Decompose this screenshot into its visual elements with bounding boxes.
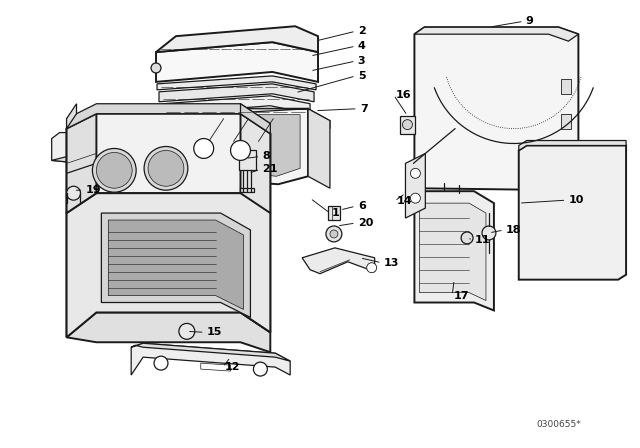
- Circle shape: [410, 193, 420, 203]
- Circle shape: [194, 138, 214, 159]
- Circle shape: [148, 151, 184, 186]
- Polygon shape: [302, 248, 374, 274]
- Polygon shape: [67, 114, 97, 213]
- Circle shape: [154, 356, 168, 370]
- Text: 16: 16: [396, 90, 411, 100]
- Polygon shape: [419, 203, 486, 301]
- Text: 17: 17: [454, 291, 470, 301]
- Polygon shape: [67, 312, 270, 352]
- Circle shape: [410, 168, 420, 178]
- Polygon shape: [519, 141, 626, 151]
- Polygon shape: [67, 104, 270, 134]
- Polygon shape: [52, 142, 124, 166]
- Polygon shape: [201, 363, 230, 371]
- Text: 2: 2: [358, 26, 365, 36]
- Polygon shape: [241, 188, 255, 192]
- Polygon shape: [241, 114, 270, 332]
- Circle shape: [482, 226, 496, 240]
- Polygon shape: [328, 206, 340, 220]
- Circle shape: [326, 226, 342, 242]
- Polygon shape: [241, 104, 270, 134]
- Polygon shape: [169, 109, 330, 129]
- Circle shape: [97, 152, 132, 188]
- Polygon shape: [415, 27, 579, 41]
- Text: 14: 14: [397, 196, 412, 206]
- Text: 11: 11: [475, 235, 490, 245]
- Polygon shape: [52, 133, 124, 166]
- Text: 5: 5: [358, 71, 365, 81]
- Text: 9: 9: [525, 16, 534, 26]
- Polygon shape: [239, 151, 257, 170]
- Text: 1: 1: [332, 208, 340, 218]
- Polygon shape: [415, 191, 494, 310]
- Circle shape: [253, 362, 268, 376]
- Text: 0300655*: 0300655*: [536, 420, 581, 429]
- Polygon shape: [156, 26, 318, 52]
- Polygon shape: [561, 79, 572, 94]
- Polygon shape: [67, 104, 77, 129]
- Polygon shape: [108, 220, 243, 310]
- Text: 15: 15: [207, 327, 222, 337]
- Text: 3: 3: [358, 56, 365, 66]
- Text: 12: 12: [225, 362, 240, 372]
- Circle shape: [92, 148, 136, 192]
- Polygon shape: [462, 232, 472, 244]
- Polygon shape: [67, 193, 97, 337]
- Circle shape: [403, 120, 412, 129]
- Polygon shape: [67, 114, 270, 213]
- Polygon shape: [519, 146, 626, 280]
- Circle shape: [179, 323, 195, 339]
- Circle shape: [330, 230, 338, 238]
- Circle shape: [230, 141, 250, 160]
- Circle shape: [67, 186, 81, 200]
- Text: 20: 20: [358, 218, 373, 228]
- Polygon shape: [415, 27, 579, 190]
- Polygon shape: [163, 96, 310, 114]
- Polygon shape: [131, 343, 290, 361]
- Polygon shape: [180, 323, 194, 339]
- Text: 4: 4: [358, 41, 365, 51]
- Text: 7: 7: [360, 104, 367, 114]
- Polygon shape: [561, 114, 572, 129]
- Text: 6: 6: [358, 201, 365, 211]
- Polygon shape: [157, 76, 316, 90]
- Polygon shape: [308, 109, 330, 188]
- Polygon shape: [101, 213, 250, 318]
- Text: 13: 13: [383, 258, 399, 268]
- Circle shape: [151, 63, 161, 73]
- Circle shape: [367, 263, 377, 273]
- Polygon shape: [67, 193, 270, 337]
- Circle shape: [144, 146, 188, 190]
- Polygon shape: [399, 116, 415, 134]
- Polygon shape: [159, 84, 314, 102]
- Text: 18: 18: [506, 225, 522, 235]
- Polygon shape: [406, 154, 426, 218]
- Polygon shape: [131, 343, 290, 375]
- Polygon shape: [177, 115, 300, 177]
- Text: 19: 19: [86, 185, 101, 195]
- Text: 21: 21: [262, 164, 278, 174]
- Circle shape: [461, 232, 473, 244]
- Polygon shape: [156, 42, 318, 82]
- Text: 8: 8: [262, 151, 270, 161]
- Polygon shape: [169, 109, 308, 184]
- Text: 10: 10: [568, 195, 584, 205]
